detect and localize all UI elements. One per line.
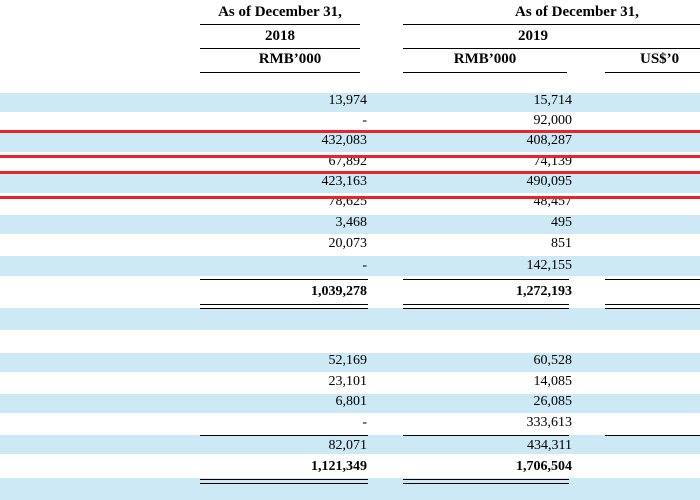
total-rule-2019: [403, 279, 569, 280]
row-value-2018: 20,073: [328, 236, 368, 251]
row-value-2019: 14,085: [533, 374, 573, 389]
year-rule-2018: [200, 48, 360, 49]
subtotal-2018: 82,071: [328, 438, 368, 453]
subtotal-rule-2019: [403, 435, 569, 436]
header-2018-unit: RMB’000: [258, 51, 322, 67]
unit-rule-usd: [605, 72, 700, 73]
total-rule-2018: [200, 279, 368, 280]
row-value-2019: 333,613: [526, 415, 573, 430]
row-band: [0, 174, 700, 193]
double-rule-2019: [403, 479, 569, 480]
row-value-2018: -: [362, 113, 367, 128]
row-value-2019: 142,155: [526, 258, 573, 273]
row-value-2019: 851: [551, 236, 572, 251]
header-2019-period: As of December 31,: [515, 4, 639, 20]
double-rule-usd: [605, 304, 700, 305]
subtotal-rule-2018: [200, 435, 368, 436]
unit-rule-2018: [200, 72, 360, 73]
highlight-line: [0, 196, 700, 199]
double-rule-2018: [200, 308, 368, 309]
row-value-2018: -: [362, 415, 367, 430]
year-rule-2019: [403, 48, 700, 49]
row-band: [0, 394, 700, 413]
row-band: [0, 353, 700, 372]
row-value-2018: 13,974: [328, 93, 368, 108]
double-rule-2019: [403, 304, 569, 305]
total-current-2018: 1,039,278: [311, 284, 367, 299]
header-2019-year: 2019: [518, 28, 548, 44]
row-band: [0, 215, 700, 234]
unit-rule-2019: [403, 72, 567, 73]
header-2018-year: 2018: [265, 28, 295, 44]
row-value-2018: 23,101: [328, 374, 368, 389]
double-rule-2018: [200, 479, 368, 480]
double-rule-2018: [200, 304, 368, 305]
double-rule-2018: [200, 483, 368, 484]
highlight-line: [0, 171, 700, 174]
row-value-2018: 6,801: [335, 394, 368, 409]
header-2018-period: As of December 31,: [218, 4, 342, 20]
row-band: [0, 478, 700, 500]
row-band: [0, 308, 700, 330]
row-value-2019: 495: [551, 215, 572, 230]
row-value-2019: 60,528: [533, 353, 573, 368]
total-assets-2018: 1,121,349: [311, 459, 367, 474]
row-band: [0, 256, 700, 276]
highlight-line: [0, 130, 700, 133]
double-rule-2019: [403, 308, 569, 309]
total-rule-usd: [605, 279, 700, 280]
row-value-2019: 408,287: [526, 133, 573, 148]
row-value-2018: 52,169: [328, 353, 368, 368]
subtotal-2019: 434,311: [527, 438, 572, 453]
highlight-line: [0, 155, 700, 158]
row-value-2019: 92,000: [533, 113, 573, 128]
row-band: [0, 93, 700, 112]
double-rule-2019: [403, 483, 569, 484]
row-value-2019: 26,085: [533, 394, 573, 409]
subtotal-rule-usd: [605, 435, 700, 436]
row-band: [0, 133, 700, 152]
header-2019-usd-unit: US$’0: [640, 51, 680, 67]
header-2019-unit: RMB’000: [453, 51, 517, 67]
row-value-2019: 490,095: [526, 174, 573, 189]
row-value-2018: 3,468: [335, 215, 368, 230]
row-value-2018: 423,163: [321, 174, 368, 189]
header-rule-2019: [403, 24, 700, 25]
total-assets-2019: 1,706,504: [516, 459, 572, 474]
header-rule-2018: [200, 24, 360, 25]
row-value-2019: 15,714: [533, 93, 573, 108]
double-rule-usd: [605, 308, 700, 309]
row-value-2018: -: [362, 258, 367, 273]
row-value-2018: 432,083: [321, 133, 368, 148]
total-current-2019: 1,272,193: [516, 284, 572, 299]
row-band: [0, 435, 700, 454]
